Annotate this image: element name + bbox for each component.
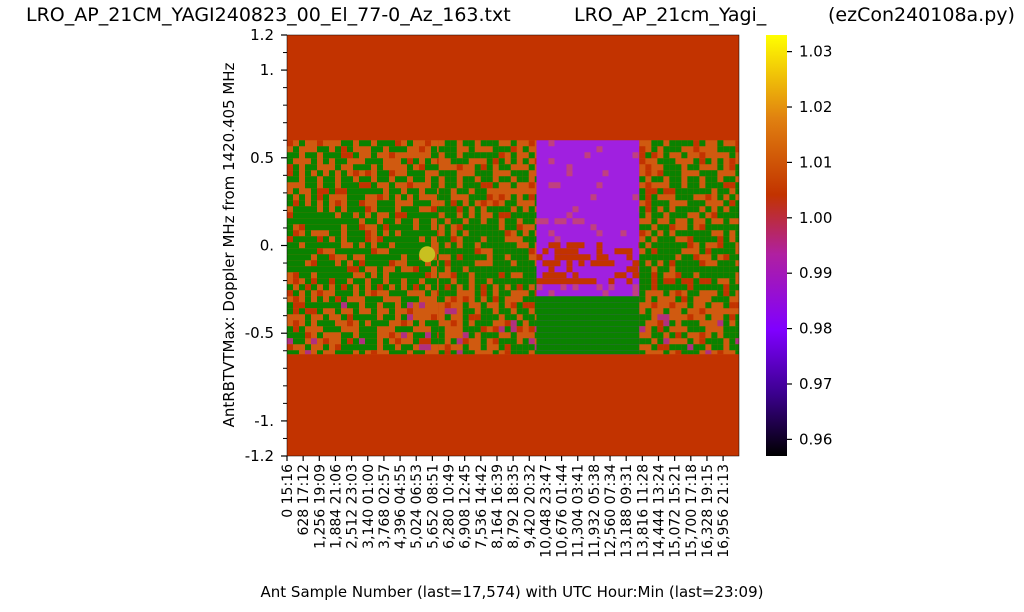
x-tick-label: 11,304 03:41 (571, 464, 587, 558)
x-tick-label: 11,932 05:38 (587, 464, 603, 558)
colorbar-tick-label: 1.03 (799, 43, 832, 61)
x-tick-label: 4,396 04:55 (393, 464, 409, 549)
x-tick-label: 15,700 17:18 (684, 464, 700, 558)
y-tick-label: 0. (260, 237, 274, 255)
x-tick-label: 1,884 21:06 (328, 464, 344, 549)
chart-title-middle: LRO_AP_21cm_Yagi_ (574, 4, 767, 26)
chart-title-left: LRO_AP_21CM_YAGI240823_00_El_77-0_Az_163… (26, 4, 511, 26)
x-tick-label: 8,792 18:35 (506, 464, 522, 549)
x-tick-label: 628 17:12 (296, 464, 312, 536)
x-tick-label: 16,956 21:13 (716, 464, 732, 558)
x-tick-label: 13,816 11:28 (635, 464, 651, 558)
colorbar-tick-label: 0.99 (799, 264, 832, 282)
x-tick-label: 15,072 15:21 (668, 464, 684, 558)
x-tick-label: 14,444 13:24 (651, 464, 667, 558)
colorbar-tick-label: 1.02 (799, 98, 832, 116)
colorbar: 1.03 1.02 1.01 1.00 0.99 0.98 0.97 0.96 (766, 35, 832, 456)
colorbar-tick-label: 1.01 (799, 153, 832, 171)
x-tick-label: 7,536 14:42 (474, 464, 490, 549)
x-tick-label: 8,164 16:39 (490, 464, 506, 549)
x-tick-label: 5,652 08:51 (425, 464, 441, 549)
x-tick-label: 10,676 01:44 (555, 464, 571, 558)
x-tick-label: 3,140 01:00 (361, 464, 377, 549)
y-tick-label: 1. (260, 61, 274, 79)
x-tick-label: 6,280 10:49 (442, 464, 458, 549)
y-tick-label: -1.2 (245, 447, 274, 465)
y-axis-label: AntRBTVTMax: Doppler MHz from 1420.405 M… (220, 62, 238, 427)
x-tick-label: 2,512 23:03 (345, 464, 361, 549)
x-tick-label: 9,420 20:32 (522, 464, 538, 549)
x-tick-label: 16,328 19:15 (700, 464, 716, 558)
colorbar-gradient (766, 35, 787, 456)
x-tick-label: 0 15:16 (280, 464, 296, 518)
y-tick-label: -0.5 (245, 324, 274, 342)
y-tick-label: 1.2 (250, 26, 274, 44)
data-marker (419, 246, 436, 263)
heatmap-band (287, 140, 739, 355)
axes: 1.2 1. 0.5 0. -0.5 -1. -1.2 0 15:16 628 17:12 1,2… (245, 26, 740, 558)
y-tick-label: 0.5 (250, 149, 274, 167)
colorbar-tick-label: 0.96 (799, 430, 832, 448)
plot-area (287, 35, 739, 456)
x-tick-label: 10,048 23:47 (538, 464, 554, 558)
x-tick-label: 3,768 02:57 (377, 464, 393, 549)
x-tick-label: 5,024 06:53 (409, 464, 425, 549)
y-tick-label: -1. (254, 412, 274, 430)
colorbar-tick-label: 1.00 (799, 209, 832, 227)
colorbar-tick-label: 0.97 (799, 375, 832, 393)
x-tick-label: 1,256 19:09 (312, 464, 328, 549)
x-tick-label: 12,560 07:34 (603, 464, 619, 558)
x-tick-label: 13,188 09:31 (619, 464, 635, 558)
x-axis-label: Ant Sample Number (last=17,574) with UTC… (261, 583, 764, 601)
colorbar-tick-label: 0.98 (799, 320, 832, 338)
x-tick-label: 6,908 12:45 (458, 464, 474, 549)
chart-title-right: (ezCon240108a.py) (828, 4, 1015, 26)
